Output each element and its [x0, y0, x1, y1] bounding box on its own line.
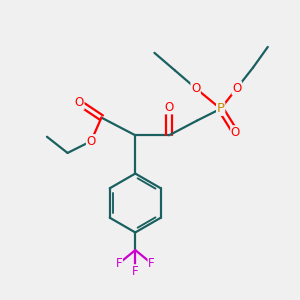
Text: O: O: [86, 135, 96, 148]
Text: F: F: [132, 265, 139, 278]
Text: P: P: [217, 102, 225, 115]
Text: O: O: [232, 82, 242, 95]
Text: O: O: [231, 126, 240, 139]
Text: O: O: [75, 96, 84, 110]
Text: F: F: [116, 257, 122, 270]
Text: O: O: [164, 101, 174, 114]
Text: F: F: [148, 257, 155, 270]
Text: O: O: [191, 82, 200, 95]
